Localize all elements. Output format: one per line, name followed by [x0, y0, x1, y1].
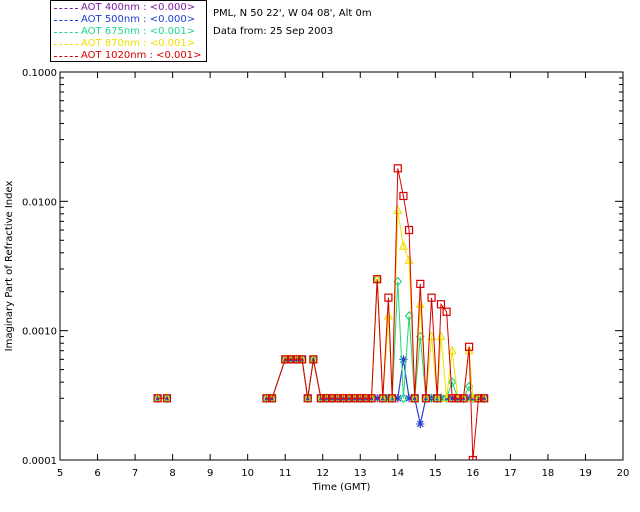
y-tick-label: 0.0100: [22, 197, 57, 208]
data-point: [480, 394, 489, 403]
data-point: [399, 355, 408, 364]
data-point: [297, 355, 307, 364]
data-point: [465, 342, 474, 351]
data-point: [459, 394, 468, 403]
data-point: [393, 205, 403, 215]
data-point: [361, 394, 370, 403]
data-point: [153, 394, 162, 403]
data-point: [309, 355, 318, 364]
legend-swatch-1020: [54, 56, 78, 57]
data-point: [383, 310, 393, 320]
x-tick-label: 6: [94, 468, 100, 479]
data-point: [405, 394, 414, 403]
station-info: PML, N 50 22', W 04 08', Alt 0m: [213, 8, 372, 19]
data-point: [350, 394, 359, 403]
x-tick-label: 5: [57, 468, 63, 479]
data-point: [448, 394, 457, 403]
legend-label-870: AOT 870nm : <0.001>: [81, 38, 196, 49]
data-point: [384, 293, 393, 302]
x-tick-label: 13: [354, 468, 367, 479]
legend-swatch-870: [54, 44, 78, 45]
data-point: [393, 164, 402, 173]
legend-label-400: AOT 400nm : <0.000>: [81, 2, 196, 13]
data-point: [153, 394, 162, 403]
plot-frame: [59, 71, 624, 461]
series-4: [153, 164, 489, 460]
x-tick-label: 20: [617, 468, 630, 479]
data-point: [433, 394, 442, 403]
data-point: [447, 345, 457, 355]
x-tick-label: 9: [207, 468, 213, 479]
data-point: [399, 191, 408, 201]
x-tick-label: 19: [579, 468, 592, 479]
series-line: [157, 210, 485, 399]
data-point: [286, 355, 295, 364]
data-point: [373, 275, 382, 284]
data-point: [404, 225, 414, 235]
x-tick-label: 12: [316, 468, 329, 479]
data-point: [262, 394, 271, 403]
legend-label-500: AOT 500nm : <0.000>: [81, 14, 196, 25]
legend-label-1020: AOT 1020nm : <0.001>: [81, 50, 202, 61]
data-point: [442, 307, 451, 316]
date-info: Data from: 25 Sep 2003: [213, 26, 334, 37]
y-axis-title: Imaginary Part of Refractive Index: [4, 181, 15, 352]
data-point: [474, 394, 483, 403]
data-point: [356, 394, 365, 403]
data-point: [267, 394, 277, 403]
y-tick-label: 0.1000: [22, 68, 57, 79]
data-point: [373, 394, 382, 403]
legend: AOT 400nm : <0.000> AOT 500nm : <0.000> …: [50, 0, 207, 62]
data-point: [415, 298, 425, 308]
x-tick-label: 16: [466, 468, 479, 479]
data-point: [453, 394, 462, 403]
data-point: [292, 355, 301, 364]
data-point: [410, 394, 419, 403]
data-point: [436, 331, 446, 341]
legend-swatch-400: [54, 8, 78, 9]
data-point: [436, 300, 446, 309]
data-point: [378, 394, 387, 403]
data-point: [393, 394, 402, 403]
data-point: [322, 394, 331, 403]
y-tick-label: 0.0010: [22, 327, 57, 338]
data-point: [416, 419, 425, 428]
data-point: [399, 393, 408, 404]
data-point: [344, 394, 354, 403]
data-point: [480, 394, 489, 403]
data-point: [447, 377, 457, 388]
x-tick-label: 14: [391, 468, 404, 479]
data-point: [367, 394, 376, 403]
x-axis-title: Time (GMT): [312, 482, 371, 493]
x-tick-label: 7: [132, 468, 138, 479]
x-tick-label: 18: [542, 468, 555, 479]
x-tick-label: 8: [169, 468, 175, 479]
data-point: [328, 394, 337, 403]
data-point: [421, 394, 431, 403]
data-point: [303, 394, 312, 403]
y-tick-label: 0.0001: [22, 456, 57, 467]
data-point: [162, 394, 172, 403]
data-point: [339, 394, 348, 403]
legend-swatch-675: [54, 32, 78, 33]
data-point: [468, 455, 477, 460]
x-tick-label: 10: [241, 468, 254, 479]
data-point: [404, 254, 414, 264]
x-tick-label: 17: [504, 468, 517, 479]
x-tick-label: 11: [279, 468, 292, 479]
data-point: [398, 240, 408, 250]
legend-label-675: AOT 675nm : <0.001>: [81, 26, 196, 37]
data-point: [281, 355, 290, 364]
data-point: [416, 279, 425, 288]
data-point: [427, 293, 436, 302]
series-line: [157, 168, 485, 460]
data-point: [388, 394, 397, 403]
legend-swatch-500: [54, 20, 78, 21]
x-tick-label: 15: [429, 468, 442, 479]
data-point: [316, 394, 325, 403]
data-point: [333, 394, 342, 403]
